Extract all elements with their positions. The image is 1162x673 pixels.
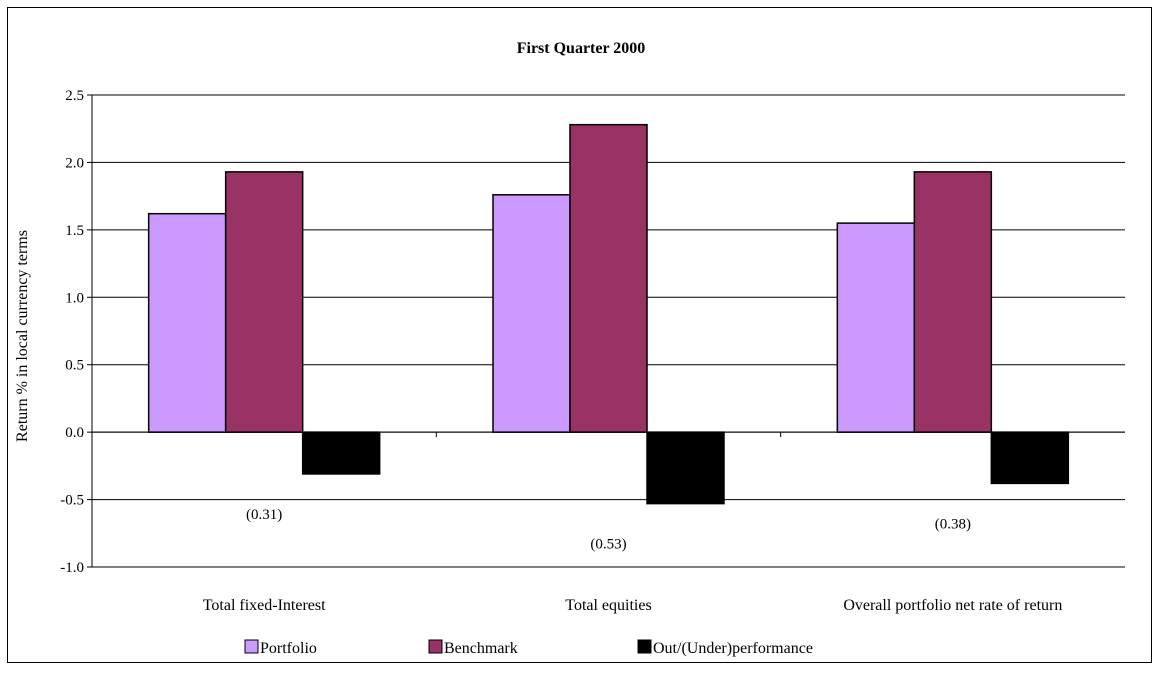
y-tick-label: 0.0	[65, 425, 84, 441]
legend-label: Benchmark	[444, 640, 518, 657]
x-tick-label: Total fixed-Interest	[203, 597, 326, 614]
y-tick-label: -1.0	[60, 560, 84, 576]
bar-performance	[646, 431, 725, 505]
bar-benchmark	[913, 171, 993, 433]
x-axis: Total fixed-Interest Total equities Overal…	[92, 431, 1125, 614]
bars	[147, 123, 1070, 505]
data-label: (0.53)	[590, 537, 626, 553]
bar-benchmark	[224, 171, 304, 433]
x-tick-label: Total equities	[565, 597, 651, 614]
bar-performance	[990, 431, 1070, 485]
y-tick-label: 1.5	[65, 223, 84, 239]
y-axis: 2.5 2.0 1.5 1.0 0.5 0.0 -0.5 -1.0	[60, 88, 93, 576]
y-tick-label: 2.5	[65, 88, 84, 104]
data-labels: (0.31) (0.53) (0.38)	[246, 507, 971, 553]
y-axis-label: Return % in local currency terms	[14, 230, 31, 442]
chart-title: First Quarter 2000	[517, 40, 646, 57]
x-tick-label: Overall portfolio net rate of return	[843, 597, 1062, 614]
data-label: (0.31)	[246, 507, 282, 523]
legend-swatch	[428, 639, 443, 654]
y-tick-label: 1.0	[65, 290, 84, 306]
legend-swatch	[637, 639, 652, 654]
y-tick-label: -0.5	[60, 493, 84, 509]
legend-label: Portfolio	[260, 640, 317, 657]
bar-performance	[301, 431, 381, 475]
bar-portfolio	[492, 194, 571, 433]
legend-swatch	[244, 639, 259, 654]
legend: Portfolio Benchmark Out/(Under)performance	[244, 639, 813, 657]
y-tick-label: 0.5	[65, 358, 84, 374]
bar-portfolio	[147, 212, 227, 433]
y-tick-label: 2.0	[65, 155, 84, 171]
bar-benchmark	[569, 123, 648, 433]
data-label: (0.38)	[935, 516, 971, 532]
legend-label: Out/(Under)performance	[653, 640, 813, 657]
bar-portfolio	[836, 222, 916, 433]
